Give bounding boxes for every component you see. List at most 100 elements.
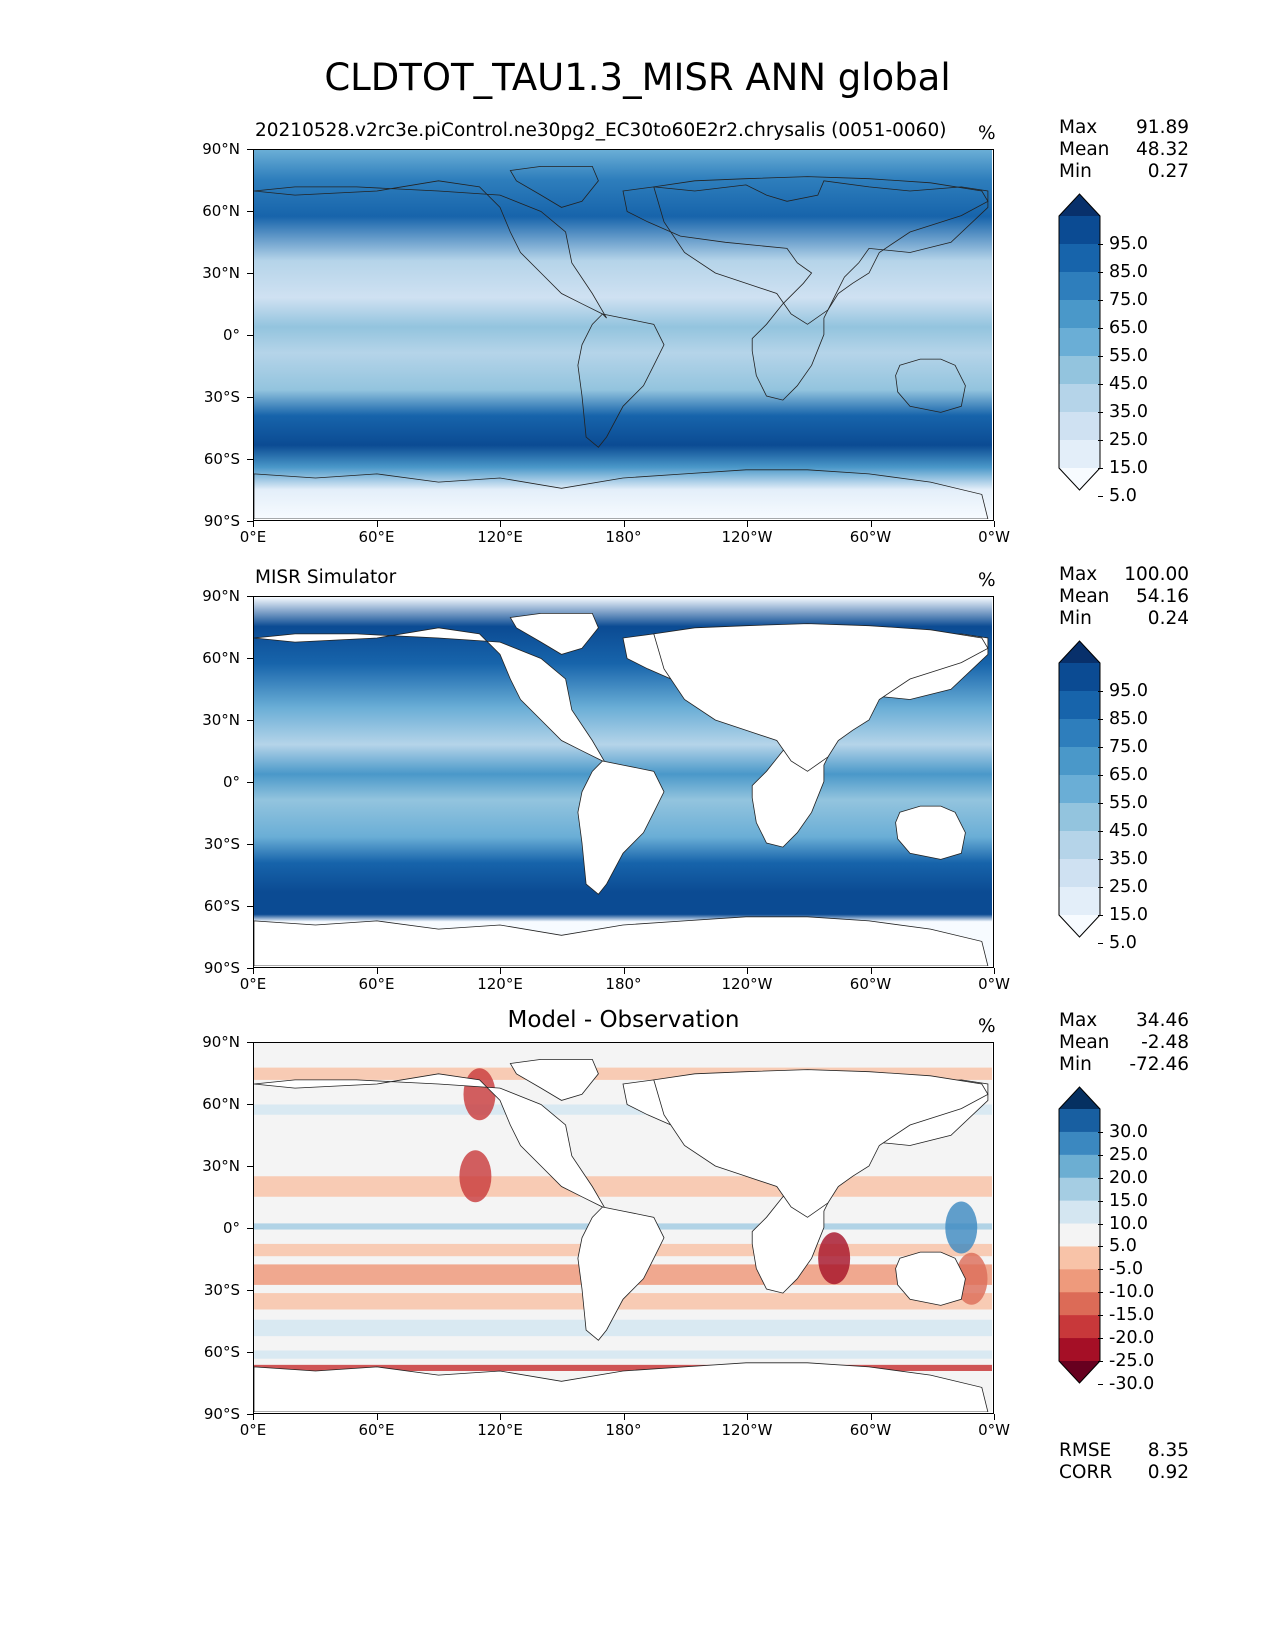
lon-tickmark [623, 521, 625, 527]
lat-tickmark [247, 1104, 253, 1105]
colorbar-swatch [1059, 887, 1100, 916]
colorbar-tickmark [1098, 747, 1103, 748]
lat-tickmark [247, 720, 253, 721]
panel-reference: MISR Simulator% 90°N 60°N 30°N 0° 30°S 60°S 90°… [0, 512, 1275, 993]
colorbar-swatch [1059, 328, 1100, 357]
colorbar-swatch [1059, 1087, 1100, 1109]
lon-tick-label: 0°W [978, 975, 1010, 993]
colorbar-tickmark [1098, 1223, 1103, 1225]
colorbar-tickmark [1098, 1200, 1103, 1202]
colorbar-swatch [1059, 1109, 1100, 1133]
north-america-coastline [254, 180, 607, 319]
colorbar-tickmark [1098, 496, 1103, 497]
colorbar-level-label: 65.0 [1109, 318, 1148, 338]
colorbar-swatch [1059, 468, 1100, 490]
antarctica-coastline [254, 1362, 989, 1412]
land-test [254, 166, 989, 519]
colorbar-swatch [1059, 1223, 1100, 1247]
colorbar-tickmark [1098, 440, 1103, 441]
colorbar-level-label: 25.0 [1109, 430, 1148, 450]
colorbar-tickmark [1098, 468, 1103, 469]
lat-tickmark [247, 658, 253, 659]
lon-tick-label: 60°E [358, 1421, 395, 1439]
colorbar-tickmark [1098, 1361, 1103, 1362]
lat-tickmark [247, 1166, 253, 1167]
lat-tick-label: 60°S [203, 450, 240, 468]
lat-tick-label: 0° [222, 773, 240, 791]
colorbar-swatch [1059, 1361, 1100, 1383]
lon-tickmark [376, 1414, 378, 1420]
panel-test: 20210528.v2rc3e.piControl.ne30pg2_EC30to… [0, 65, 1275, 546]
colorbar-tickmark [1098, 915, 1103, 916]
panel-stats: Max 100.00 Mean 54.16 Min 0.24 [1059, 564, 1189, 630]
lon-tick-label: 120°W [721, 1421, 773, 1439]
stat-value: -2.48 [1141, 1032, 1189, 1053]
lat-tick-label: 0° [222, 326, 240, 344]
south-america-coastline [577, 313, 665, 448]
stat-label: Max [1059, 117, 1098, 138]
colorbar-level-label: -5.0 [1109, 1259, 1144, 1280]
colorbar [1058, 193, 1101, 495]
lon-tick-label: 120°E [477, 528, 523, 546]
greenland-coastline [509, 1059, 599, 1101]
stat-label: Min [1059, 1054, 1092, 1075]
panel-stats: Max 34.46 Mean -2.48 Min -72.46 [1059, 1010, 1189, 1076]
colorbar-tickmark [1098, 803, 1103, 804]
lon-tickmark [747, 521, 748, 527]
stat-value: 0.24 [1147, 608, 1189, 629]
lon-tickmark [376, 968, 378, 974]
colorbar-level-label: 10.0 [1109, 1213, 1148, 1234]
map-diff [254, 1043, 992, 1412]
lat-tick-label: 60°S [203, 897, 240, 915]
colorbar-level-label: 45.0 [1109, 374, 1148, 394]
map-test [254, 150, 992, 519]
land-diff [254, 1059, 989, 1412]
lon-tick-label: 60°E [358, 975, 395, 993]
lon-tick-label: 0°W [978, 1421, 1010, 1439]
colorbar-swatch [1059, 775, 1100, 804]
colorbar-swatch [1059, 1177, 1100, 1202]
lon-tick-label: 180° [605, 528, 642, 546]
south-america-coastline [577, 760, 665, 895]
lon-tickmark [623, 1414, 625, 1420]
colorbar-swatch [1059, 194, 1100, 216]
panel-stats: Max 91.89 Mean 48.32 Min 0.27 [1059, 117, 1189, 183]
colorbar-swatch [1059, 1269, 1100, 1293]
rmse-value: 8.35 [1147, 1440, 1189, 1461]
colorbar-level-label: -10.0 [1109, 1282, 1155, 1303]
africa-europe-coastline [622, 180, 989, 401]
greenland-coastline [509, 166, 599, 208]
stat-label: Min [1059, 161, 1092, 182]
colorbar-swatch [1059, 747, 1100, 776]
lat-tick-label: 30°N [202, 264, 240, 282]
colorbar-level-label: 55.0 [1109, 793, 1148, 813]
lat-tickmark [247, 906, 253, 907]
units-label: % [978, 1016, 996, 1037]
lat-tick-label: 60°S [203, 1343, 240, 1361]
colorbar-level-label: 65.0 [1109, 765, 1148, 785]
colorbar-level-label: 45.0 [1109, 821, 1148, 841]
lon-tick-label: 60°E [358, 528, 395, 546]
lat-tickmark [247, 521, 253, 522]
colorbar-level-label: 15.0 [1109, 1190, 1148, 1211]
colorbar-tickmark [1098, 328, 1103, 329]
colorbar-tickmark [1098, 356, 1103, 357]
lon-tickmark [500, 521, 501, 527]
colorbar-swatch [1059, 300, 1100, 329]
units-label: % [978, 123, 996, 144]
lat-tickmark [247, 782, 253, 783]
colorbar [1058, 640, 1101, 942]
colorbar-level-label: 5.0 [1109, 486, 1137, 506]
stat-value: 48.32 [1136, 139, 1189, 160]
lat-tickmark [247, 1290, 253, 1291]
colorbar-swatch [1059, 719, 1100, 748]
colorbar-level-label: 5.0 [1109, 1236, 1137, 1257]
colorbar-tickmark [1098, 943, 1103, 944]
lat-tick-label: 60°N [202, 649, 240, 667]
colorbar-swatch [1059, 1292, 1100, 1316]
colorbar-swatch [1059, 356, 1100, 385]
lat-tickmark [247, 459, 253, 460]
colorbar-swatch [1059, 412, 1100, 441]
stat-value: 0.27 [1147, 161, 1189, 182]
map-frame [253, 149, 994, 521]
